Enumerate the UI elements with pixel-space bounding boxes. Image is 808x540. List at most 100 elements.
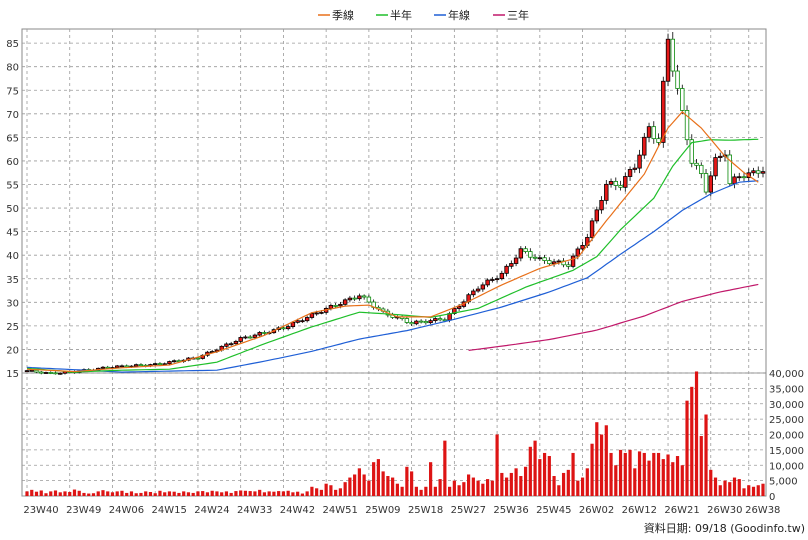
candle-body xyxy=(570,255,576,267)
volume-bar xyxy=(300,493,305,496)
candle-body xyxy=(542,257,547,261)
legend-label: 季線 xyxy=(332,8,354,22)
volume-bar xyxy=(115,491,119,496)
volume-bar xyxy=(599,434,604,496)
volume-bar xyxy=(362,474,366,496)
candle-body xyxy=(599,200,604,211)
candle-body xyxy=(418,320,424,323)
volume-bar xyxy=(628,449,632,496)
volume-bar xyxy=(509,472,513,496)
volume-bar xyxy=(528,446,532,496)
candle-body xyxy=(504,265,509,274)
volume-bar xyxy=(296,491,300,496)
volume-bar xyxy=(656,452,661,496)
volume-bar xyxy=(329,485,333,496)
volume-bar xyxy=(44,493,48,496)
volume-bar xyxy=(39,490,43,496)
volume-bar xyxy=(542,452,547,496)
price-tick-label: 75 xyxy=(6,86,19,97)
candle-body xyxy=(627,169,633,177)
candle-body xyxy=(490,279,495,281)
ma-year-line xyxy=(26,180,759,373)
candle-body xyxy=(632,167,637,170)
volume-bar xyxy=(585,468,589,496)
ma-quarter-line xyxy=(26,111,759,373)
volume-bar xyxy=(419,489,423,496)
volume-bar xyxy=(338,488,342,496)
x-tick-label: 25W09 xyxy=(365,505,400,516)
candle-body xyxy=(53,372,58,375)
x-tick-label: 24W06 xyxy=(109,505,144,516)
volume-bar xyxy=(424,486,428,496)
volume-bar xyxy=(410,471,414,496)
candle-body xyxy=(24,370,30,373)
candle-body xyxy=(442,319,448,322)
legend-label: 年線 xyxy=(448,8,470,22)
volume-bar xyxy=(476,480,480,496)
candle-body xyxy=(29,369,34,372)
candle-body xyxy=(471,290,476,296)
volume-bar xyxy=(372,462,376,496)
candle-body xyxy=(138,364,144,367)
candle-body xyxy=(428,320,433,324)
candle-body xyxy=(314,312,319,315)
candle-body xyxy=(699,164,704,174)
volume-bar xyxy=(448,486,452,496)
candle-body xyxy=(404,318,410,323)
volume-bar xyxy=(267,491,271,496)
candle-body xyxy=(48,372,53,374)
volume-bar xyxy=(110,492,115,496)
volume-bar xyxy=(186,492,191,496)
volume-bar xyxy=(53,490,58,496)
candle-body xyxy=(456,306,462,309)
volume-bar xyxy=(239,490,243,496)
volume-bar xyxy=(637,451,642,496)
candle-body xyxy=(665,38,671,82)
x-tick-label: 25W27 xyxy=(451,505,486,516)
volume-bar xyxy=(153,493,157,496)
volume-bar xyxy=(96,491,100,496)
candle-body xyxy=(732,176,737,185)
candle-body xyxy=(281,327,286,330)
volume-bar xyxy=(395,483,399,496)
candle-body xyxy=(528,251,533,258)
volume-bar xyxy=(523,466,528,496)
volume-bar xyxy=(671,462,675,496)
candle-body xyxy=(741,176,747,179)
candle-body xyxy=(357,295,362,300)
x-tick-label: 24W15 xyxy=(152,505,187,516)
candle-body xyxy=(713,157,718,177)
volume-bar xyxy=(490,480,494,496)
candle-body xyxy=(580,245,585,250)
volume-bar xyxy=(457,485,461,496)
candle-body xyxy=(153,363,158,366)
candle-body xyxy=(751,170,756,174)
candle-body xyxy=(157,363,163,366)
volume-bar xyxy=(561,472,566,496)
candle-body xyxy=(727,154,732,185)
volume-bar xyxy=(248,491,252,496)
volume-bar xyxy=(533,440,537,496)
candle-body xyxy=(523,248,528,252)
volume-bar xyxy=(495,434,499,496)
volume-bar xyxy=(618,449,623,496)
volume-bar xyxy=(485,479,490,496)
candle-body xyxy=(300,320,305,323)
candle-body xyxy=(689,139,694,164)
candle-body xyxy=(437,318,443,321)
ma-3year-line xyxy=(468,283,759,351)
candle-body xyxy=(433,318,438,322)
volume-tick-label: 0 xyxy=(769,492,775,503)
price-tick-label: 45 xyxy=(6,228,19,239)
x-tick-label: 24W51 xyxy=(322,505,357,516)
volume-bar xyxy=(514,468,518,496)
candle-body xyxy=(575,248,581,257)
volume-bar xyxy=(182,491,186,496)
x-tick-label: 23W49 xyxy=(66,505,101,516)
volume-bar xyxy=(101,490,105,496)
volume-bar xyxy=(163,492,167,496)
volume-bar xyxy=(196,491,200,496)
candle-body xyxy=(661,80,666,143)
candle-body xyxy=(642,136,647,156)
